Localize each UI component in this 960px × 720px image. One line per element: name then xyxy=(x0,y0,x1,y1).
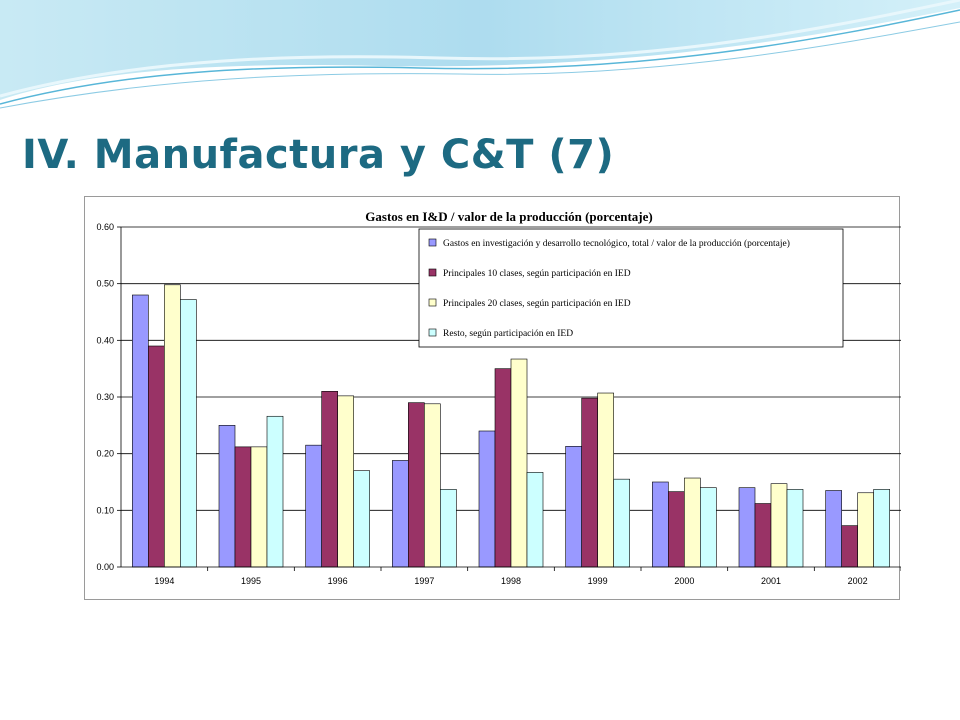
x-tick-label: 1996 xyxy=(328,576,348,586)
bar xyxy=(440,489,457,568)
legend-label: Resto, según participación en IED xyxy=(443,329,573,339)
x-tick-label: 2002 xyxy=(848,576,868,586)
bar xyxy=(266,415,284,568)
bar xyxy=(164,284,181,568)
x-tick-label: 1998 xyxy=(501,576,521,586)
bar xyxy=(510,358,528,568)
bar xyxy=(825,490,842,568)
bar xyxy=(148,345,165,568)
bar xyxy=(857,492,874,568)
x-tick-label: 2001 xyxy=(761,576,781,586)
bar xyxy=(526,472,544,568)
bar xyxy=(668,491,685,568)
bar xyxy=(786,489,804,568)
y-tick-label: 0.00 xyxy=(96,562,114,572)
legend-label: Principales 10 clases, según participaci… xyxy=(443,269,631,279)
legend-swatch xyxy=(428,328,437,337)
bars xyxy=(132,284,890,568)
bar xyxy=(684,477,701,568)
bar xyxy=(754,503,772,568)
legend-label: Principales 20 clases, según participaci… xyxy=(443,299,631,309)
bar xyxy=(218,425,236,568)
bar xyxy=(613,478,630,568)
x-tick-label: 1999 xyxy=(588,576,608,586)
chart-title: Gastos en I&D / valor de la producción (… xyxy=(365,209,652,224)
bar xyxy=(873,489,890,568)
bar xyxy=(132,294,149,568)
bar xyxy=(392,460,409,568)
y-tick-label: 0.10 xyxy=(96,505,114,515)
bar xyxy=(738,487,756,568)
x-tick-label: 1997 xyxy=(414,576,434,586)
legend-box xyxy=(418,228,844,348)
bar xyxy=(565,446,582,568)
bar xyxy=(478,430,496,568)
bar xyxy=(841,525,858,568)
bar xyxy=(353,470,370,568)
bar xyxy=(250,446,268,568)
bar xyxy=(652,481,669,568)
bar xyxy=(424,403,441,568)
y-tick-label: 0.50 xyxy=(96,279,114,289)
bar xyxy=(770,483,788,568)
bar xyxy=(305,444,322,568)
legend-swatch xyxy=(428,238,437,247)
bar xyxy=(581,397,598,568)
slide-title: IV. Manufactura y C&T (7) xyxy=(22,132,615,178)
y-tick-label: 0.30 xyxy=(96,392,114,402)
bar xyxy=(180,299,197,568)
x-tick-label: 1995 xyxy=(241,576,261,586)
chart: Gastos en I&D / valor de la producción (… xyxy=(96,209,901,586)
x-tick-label: 1994 xyxy=(154,576,174,586)
legend-swatch xyxy=(428,268,437,277)
bar xyxy=(321,391,338,568)
bar xyxy=(408,402,425,568)
y-tick-label: 0.60 xyxy=(96,222,114,232)
legend: Gastos en investigación y desarrollo tec… xyxy=(418,228,844,348)
bar xyxy=(700,487,717,568)
bar xyxy=(494,368,512,568)
bar xyxy=(597,392,614,568)
legend-swatch xyxy=(428,298,437,307)
x-tick-label: 2000 xyxy=(674,576,694,586)
bar xyxy=(337,395,354,568)
chart-frame: Gastos en I&D / valor de la producción (… xyxy=(84,196,901,600)
y-tick-label: 0.20 xyxy=(96,449,114,459)
axes: 0.00 0.10 0.20 0.30 0.40 0.50 0.60 1994 1995 1996… xyxy=(96,222,901,586)
header-swoosh-decoration xyxy=(0,0,960,109)
legend-label: Gastos en investigación y desarrollo tec… xyxy=(443,238,790,249)
y-tick-label: 0.40 xyxy=(96,335,114,345)
bar xyxy=(234,446,252,568)
